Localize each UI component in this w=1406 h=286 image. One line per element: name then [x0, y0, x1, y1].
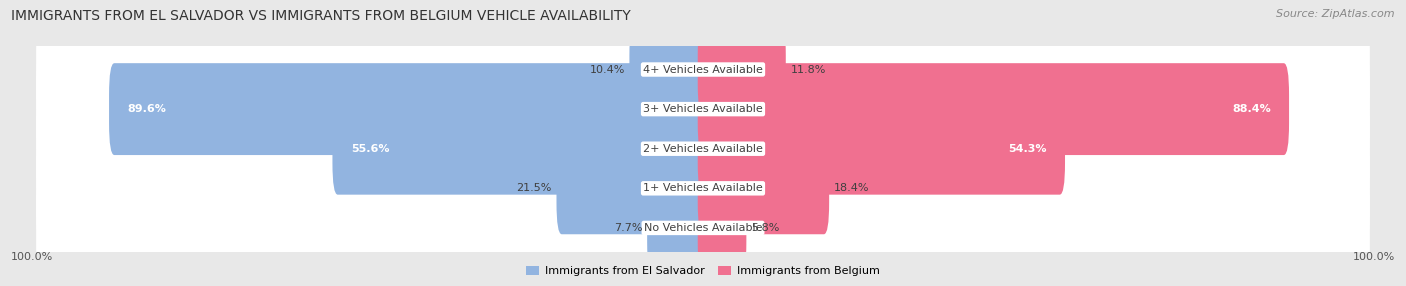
- FancyBboxPatch shape: [697, 182, 747, 274]
- FancyBboxPatch shape: [37, 150, 1369, 286]
- FancyBboxPatch shape: [697, 23, 786, 116]
- Text: 54.3%: 54.3%: [1008, 144, 1046, 154]
- Text: 88.4%: 88.4%: [1232, 104, 1271, 114]
- Text: 2+ Vehicles Available: 2+ Vehicles Available: [643, 144, 763, 154]
- Text: IMMIGRANTS FROM EL SALVADOR VS IMMIGRANTS FROM BELGIUM VEHICLE AVAILABILITY: IMMIGRANTS FROM EL SALVADOR VS IMMIGRANT…: [11, 9, 631, 23]
- Text: 100.0%: 100.0%: [1353, 253, 1395, 262]
- FancyBboxPatch shape: [697, 103, 1064, 195]
- FancyBboxPatch shape: [37, 0, 1369, 148]
- FancyBboxPatch shape: [37, 110, 1369, 266]
- FancyBboxPatch shape: [630, 23, 709, 116]
- Text: 1+ Vehicles Available: 1+ Vehicles Available: [643, 183, 763, 193]
- Text: 7.7%: 7.7%: [614, 223, 643, 233]
- FancyBboxPatch shape: [332, 103, 709, 195]
- Text: 10.4%: 10.4%: [589, 65, 624, 75]
- FancyBboxPatch shape: [697, 142, 830, 234]
- Text: Source: ZipAtlas.com: Source: ZipAtlas.com: [1277, 9, 1395, 19]
- FancyBboxPatch shape: [110, 63, 709, 155]
- Text: 55.6%: 55.6%: [352, 144, 389, 154]
- Text: 100.0%: 100.0%: [11, 253, 53, 262]
- Text: 21.5%: 21.5%: [516, 183, 553, 193]
- Text: 5.8%: 5.8%: [751, 223, 779, 233]
- Text: 18.4%: 18.4%: [834, 183, 869, 193]
- Legend: Immigrants from El Salvador, Immigrants from Belgium: Immigrants from El Salvador, Immigrants …: [522, 261, 884, 281]
- Text: No Vehicles Available: No Vehicles Available: [644, 223, 762, 233]
- FancyBboxPatch shape: [557, 142, 709, 234]
- Text: 3+ Vehicles Available: 3+ Vehicles Available: [643, 104, 763, 114]
- FancyBboxPatch shape: [37, 71, 1369, 227]
- Text: 4+ Vehicles Available: 4+ Vehicles Available: [643, 65, 763, 75]
- Text: 89.6%: 89.6%: [128, 104, 166, 114]
- FancyBboxPatch shape: [697, 63, 1289, 155]
- FancyBboxPatch shape: [37, 31, 1369, 187]
- FancyBboxPatch shape: [647, 182, 709, 274]
- Text: 11.8%: 11.8%: [790, 65, 825, 75]
